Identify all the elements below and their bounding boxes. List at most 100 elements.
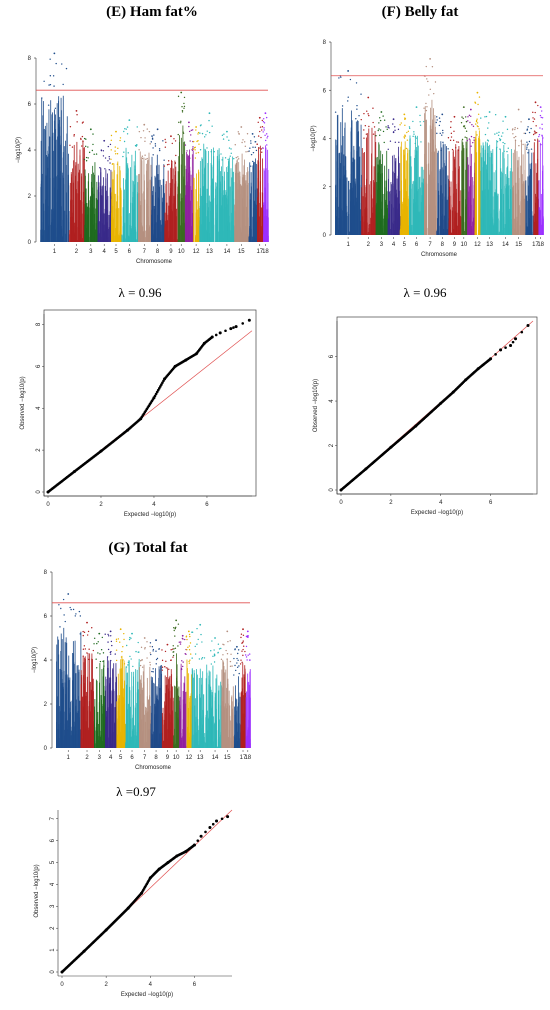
x-axis-label: Chromosome: [135, 765, 172, 771]
qq-point: [340, 489, 343, 492]
peak-point: [195, 126, 197, 128]
peak-point: [120, 628, 122, 630]
peak-point: [540, 106, 542, 108]
chromosome-5-points: [399, 113, 409, 235]
peak-point: [214, 637, 216, 639]
peak-point: [199, 624, 201, 626]
x-tick-label: 13: [197, 755, 204, 761]
y-tick-label: 7: [50, 816, 56, 820]
peak-point: [477, 92, 479, 94]
y-tick-label: 6: [36, 364, 42, 368]
observed-points: [47, 322, 244, 493]
peak-point: [98, 633, 100, 635]
qq-point: [184, 850, 187, 853]
x-tick-label: 2: [367, 242, 371, 248]
x-tick-label: 15: [238, 249, 245, 255]
peak-point: [518, 109, 520, 111]
chromosome-4-points: [105, 631, 118, 749]
x-axis-label: Chromosome: [136, 259, 173, 265]
peak-point: [110, 631, 112, 633]
y-tick-label: 0: [329, 488, 335, 492]
y-tick-label: 4: [323, 137, 327, 143]
qq-point: [152, 396, 155, 399]
x-tick-label: 15: [515, 242, 522, 248]
qq-point: [83, 950, 86, 953]
y-tick-label: 4: [28, 148, 32, 154]
qq-point: [364, 467, 367, 470]
peak-point: [188, 122, 190, 124]
qq-point: [203, 342, 206, 345]
lambda-label-f: λ = 0.96: [404, 285, 447, 301]
peak-point: [175, 620, 177, 622]
chromosome-13-points: [191, 624, 210, 748]
x-tick-label: 10: [173, 755, 180, 761]
x-tick-label: 18: [244, 755, 251, 761]
qq-point: [200, 835, 203, 838]
chromosome-2-points: [80, 622, 94, 748]
x-tick-label: 6: [205, 502, 209, 508]
peak-point: [144, 637, 146, 639]
peak-point: [76, 110, 78, 112]
y-tick-label: 8: [44, 570, 48, 576]
x-tick-label: 8: [154, 755, 158, 761]
chromosome-18-points: [538, 106, 544, 235]
x-tick-label: 4: [109, 755, 113, 761]
x-tick-label: 4: [152, 502, 156, 508]
qq-point: [235, 325, 238, 328]
y-tick-label: 6: [329, 354, 335, 358]
chromosome-17-points: [532, 101, 539, 235]
chromosome-8-points: [151, 128, 165, 242]
qq-point: [73, 470, 76, 473]
peak-point: [155, 639, 157, 641]
x-tick-label: 4: [149, 982, 153, 988]
peak-point: [403, 113, 405, 115]
qq-point: [226, 815, 229, 818]
x-tick-label: 0: [46, 502, 50, 508]
x-tick-label: 4: [392, 242, 396, 248]
qq-point: [174, 365, 177, 368]
y-tick-label: 4: [36, 406, 42, 410]
qq-point: [158, 868, 161, 871]
x-tick-label: 2: [104, 982, 108, 988]
chromosome-14-points: [220, 131, 235, 242]
y-tick-label: 8: [323, 40, 327, 46]
qq-point: [489, 357, 492, 360]
peak-point: [226, 631, 228, 633]
chromosome-14-points: [209, 637, 222, 748]
x-tick-label: 9: [453, 242, 457, 248]
peak-point: [247, 631, 249, 633]
y-tick-label: 2: [44, 702, 48, 708]
y-tick-label: 8: [28, 56, 32, 62]
qq-point: [99, 450, 102, 453]
y-tick-label: 6: [50, 838, 56, 842]
peak-point: [535, 101, 537, 103]
qq-point: [452, 391, 455, 394]
x-axis-label: Expected −log10(p): [411, 510, 463, 516]
x-tick-label: 15: [224, 755, 231, 761]
y-tick-label: 6: [44, 614, 48, 620]
x-tick-label: 8: [156, 249, 160, 255]
peak-point: [90, 128, 92, 130]
x-tick-label: 10: [460, 242, 467, 248]
x-tick-label: 1: [346, 242, 350, 248]
peak-point: [103, 140, 105, 142]
qq-point: [527, 324, 530, 327]
chromosome-11-points: [179, 635, 187, 748]
y-tick-label: 6: [323, 88, 327, 94]
x-tick-label: 7: [143, 755, 147, 761]
chromosome-16-points: [233, 646, 241, 748]
x-tick-label: 2: [99, 502, 103, 508]
x-tick-label: 13: [486, 242, 493, 248]
chromosome-8-points: [150, 639, 163, 748]
qq-point: [47, 491, 50, 494]
y-tick-label: 0: [323, 233, 327, 239]
chromosome-3-points: [375, 111, 388, 235]
qq-point: [126, 429, 129, 432]
peak-point: [347, 70, 349, 72]
x-tick-label: 7: [143, 249, 147, 255]
peak-point: [226, 131, 228, 133]
qq-point: [208, 826, 211, 829]
peak-point: [252, 133, 254, 135]
chromosome-17-points: [240, 628, 246, 748]
